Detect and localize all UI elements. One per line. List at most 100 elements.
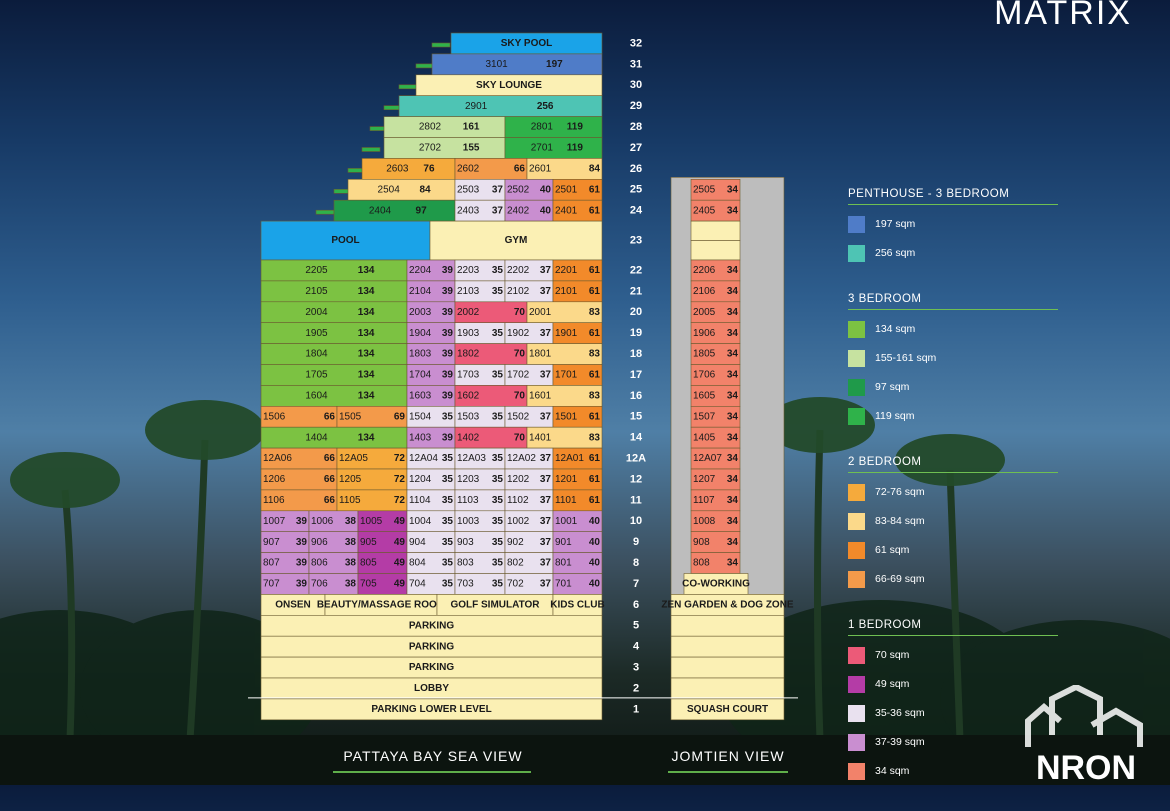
legend-label: 256 sqm (875, 247, 916, 259)
unit-number: 804 (409, 558, 426, 569)
unit-number: 1804 (305, 349, 328, 360)
unit-number: 1402 (457, 432, 480, 443)
unit-size: 39 (442, 390, 454, 401)
legend-group: PENTHOUSE - 3 BEDROOM 197 sqm 256 sqm (848, 188, 1058, 271)
unit-size: 39 (442, 328, 454, 339)
legend-item: 49 sqm (848, 673, 956, 695)
legend-label: 61 sqm (875, 544, 910, 556)
unit-size: 83 (589, 349, 601, 360)
legend-swatch (848, 407, 865, 425)
unit-number: 1704 (409, 370, 432, 381)
unit-size: 37 (540, 516, 552, 527)
amenity-label: CO-WORKING (682, 579, 750, 590)
legend-label: 134 sqm (875, 323, 916, 335)
view-label-left: PATTAYA BAY SEA VIEW (343, 748, 523, 764)
unit-number: 12A02 (507, 453, 536, 464)
unit-size: 40 (589, 537, 601, 548)
unit-number: 1507 (693, 411, 716, 422)
terrace-step (398, 84, 418, 90)
right-empty-cell (670, 656, 785, 679)
floor-number: 10 (630, 515, 642, 527)
unit-number: 2802 (419, 122, 442, 133)
amenity-label: PARKING (409, 662, 455, 673)
unit-size: 35 (492, 558, 504, 569)
floor-number: 19 (630, 327, 642, 339)
amenity-label: GYM (505, 235, 528, 246)
unit-number: 2005 (693, 307, 716, 318)
unit-number: 808 (693, 558, 710, 569)
legend-swatch (848, 244, 865, 262)
legend-group-title: 1 BEDROOM (848, 619, 1058, 636)
view-underline-left (333, 771, 531, 773)
unit-size: 49 (394, 516, 406, 527)
unit-size: 34 (727, 184, 739, 195)
floor-number: 7 (633, 578, 639, 590)
floor-number: 32 (630, 37, 642, 49)
unit-cell (431, 53, 603, 76)
unit-number: 1006 (311, 516, 334, 527)
unit-size: 35 (492, 411, 504, 422)
floor-number: 22 (630, 264, 642, 276)
logo-text: NRON (1036, 749, 1136, 785)
unit-size: 34 (727, 453, 739, 464)
unit-number: 2205 (305, 265, 328, 276)
unit-size: 83 (589, 307, 601, 318)
legend-label: 49 sqm (875, 678, 910, 690)
unit-number: 1103 (457, 495, 479, 506)
unit-number: 1503 (457, 411, 480, 422)
unit-size: 84 (419, 184, 431, 195)
unit-number: 2002 (457, 307, 480, 318)
unit-number: 12A04 (409, 453, 438, 464)
unit-cell (260, 301, 408, 323)
unit-size: 35 (492, 474, 504, 485)
amenity-label: PARKING (409, 641, 455, 652)
unit-number: 1902 (507, 328, 530, 339)
legend-items: 134 sqm 155-161 sqm 97 sqm 119 sqm (848, 318, 1058, 434)
unit-size: 37 (540, 474, 552, 485)
unit-number: 802 (507, 558, 524, 569)
legend-group: 2 BEDROOM 72-76 sqm 83-84 sqm 61 sqm 66-69 s… (848, 456, 1058, 597)
unit-size: 66 (324, 474, 336, 485)
floor-number: 5 (633, 620, 639, 632)
unit-number: 904 (409, 537, 426, 548)
unit-size: 34 (727, 411, 739, 422)
unit-number: 2602 (457, 163, 480, 174)
right-empty-cell (670, 677, 785, 700)
unit-size: 134 (358, 390, 375, 401)
unit-size: 35 (442, 516, 454, 527)
unit-size: 34 (727, 265, 739, 276)
unit-number: 706 (311, 579, 328, 590)
unit-number: 1404 (305, 432, 328, 443)
unit-size: 39 (296, 579, 308, 590)
floor-number: 25 (630, 184, 642, 196)
unit-number: 2702 (419, 143, 442, 154)
terrace-step (315, 209, 335, 215)
unit-number: 1906 (693, 328, 716, 339)
legend-swatch (848, 570, 865, 588)
unit-number: 1501 (555, 411, 578, 422)
view-underline-right (668, 771, 788, 773)
floor-number: 28 (630, 121, 642, 133)
legend-item: 61 sqm (848, 539, 956, 561)
unit-number: 1605 (693, 390, 716, 401)
unit-number: 2105 (305, 286, 328, 297)
amenity-label: SKY LOUNGE (476, 80, 542, 91)
legend-label: 83-84 sqm (875, 515, 925, 527)
unit-number: 2603 (386, 163, 409, 174)
unit-size: 39 (442, 307, 454, 318)
unit-cell (361, 158, 456, 180)
unit-number: 2104 (409, 286, 432, 297)
unit-number: 1805 (693, 349, 716, 360)
unit-size: 39 (296, 537, 308, 548)
unit-size: 39 (442, 265, 454, 276)
unit-size: 35 (492, 579, 504, 590)
unit-size: 34 (727, 537, 739, 548)
unit-number: 1207 (693, 474, 716, 485)
floor-number: 2 (633, 682, 639, 694)
legend-swatch (848, 646, 865, 664)
unit-number: 12A01 (555, 453, 584, 464)
floor-number: 30 (630, 79, 642, 91)
floor-number: 20 (630, 306, 642, 318)
legend-swatch (848, 704, 865, 722)
